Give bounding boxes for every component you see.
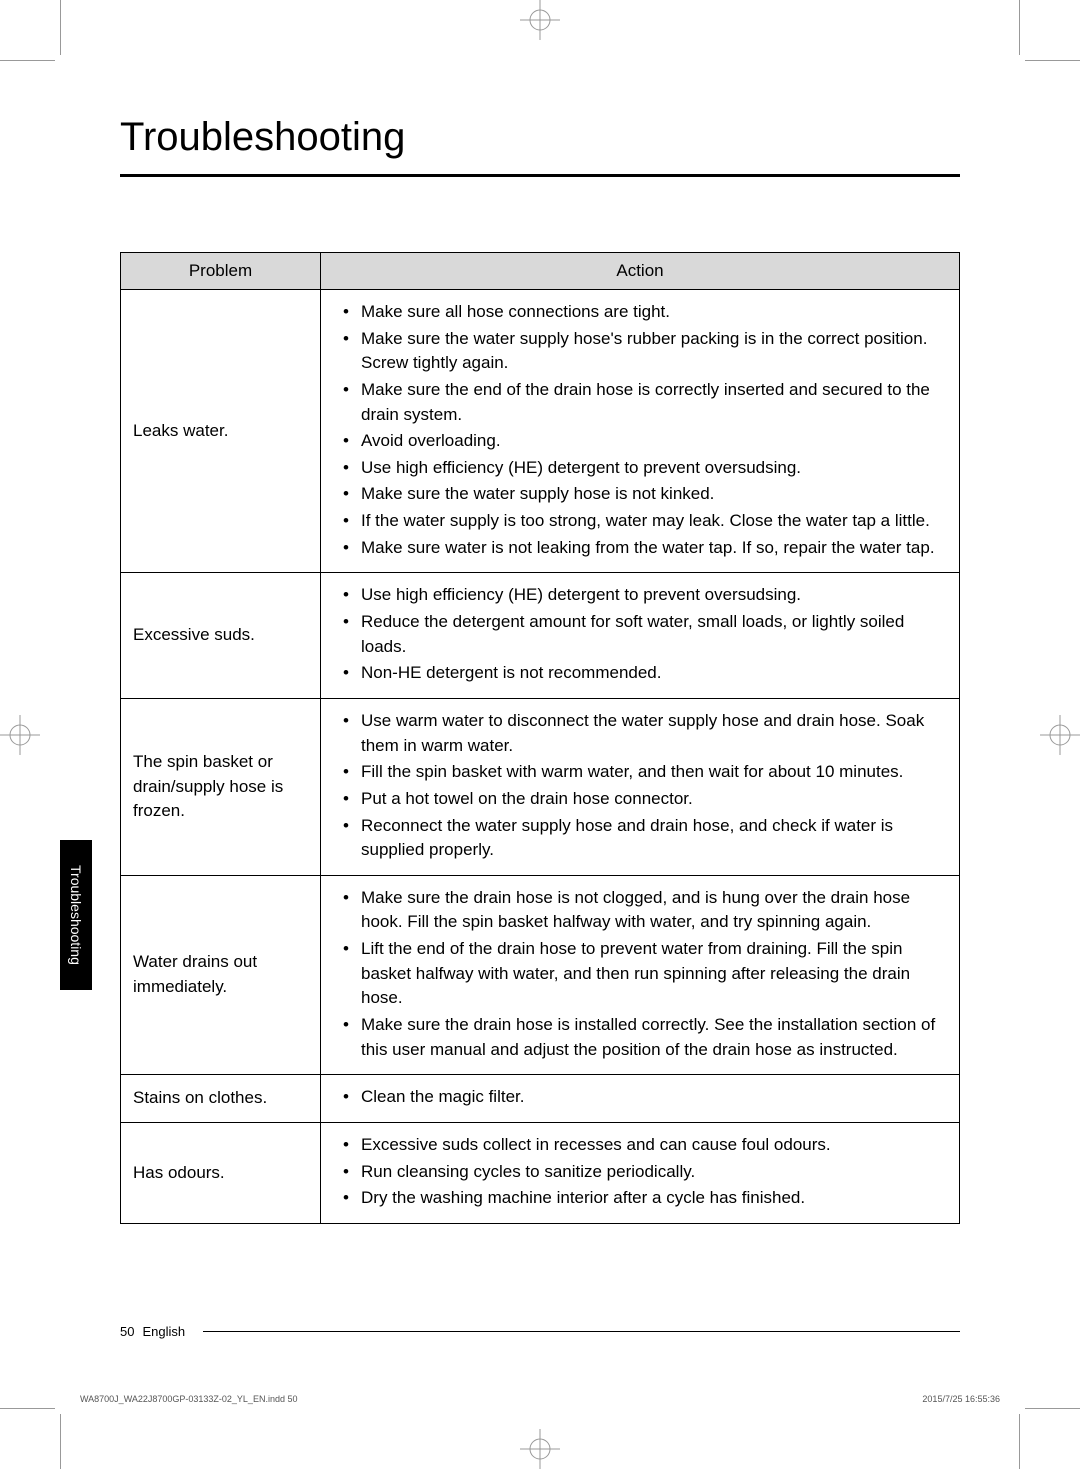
crop-mark xyxy=(1019,1414,1020,1469)
print-meta: WA8700J_WA22J8700GP-03133Z-02_YL_EN.indd… xyxy=(80,1394,1000,1404)
page-language: English xyxy=(142,1324,185,1339)
table-row: Has odours. Excessive suds collect in rec… xyxy=(121,1122,960,1223)
action-item: Use high efficiency (HE) detergent to pr… xyxy=(333,583,947,608)
action-item: Make sure the water supply hose is not k… xyxy=(333,482,947,507)
problem-cell: Has odours. xyxy=(121,1122,321,1223)
action-item: Make sure the drain hose is not clogged,… xyxy=(333,886,947,935)
action-list: Excessive suds collect in recesses and c… xyxy=(333,1133,947,1211)
registration-mark-icon xyxy=(0,715,40,755)
registration-mark-icon xyxy=(520,0,560,40)
action-item: Excessive suds collect in recesses and c… xyxy=(333,1133,947,1158)
registration-mark-icon xyxy=(520,1429,560,1469)
header-action: Action xyxy=(321,253,960,290)
action-cell: Use high efficiency (HE) detergent to pr… xyxy=(321,573,960,699)
action-item: Avoid overloading. xyxy=(333,429,947,454)
table-row: The spin basket or drain/supply hose is … xyxy=(121,698,960,875)
action-cell: Excessive suds collect in recesses and c… xyxy=(321,1122,960,1223)
action-list: Make sure the drain hose is not clogged,… xyxy=(333,886,947,1062)
registration-mark-icon xyxy=(1040,715,1080,755)
action-item: Reduce the detergent amount for soft wat… xyxy=(333,610,947,659)
action-item: Make sure water is not leaking from the … xyxy=(333,536,947,561)
crop-mark xyxy=(1019,0,1020,55)
problem-cell: The spin basket or drain/supply hose is … xyxy=(121,698,321,875)
action-list: Use warm water to disconnect the water s… xyxy=(333,709,947,863)
action-cell: Make sure all hose connections are tight… xyxy=(321,290,960,573)
action-item: Reconnect the water supply hose and drai… xyxy=(333,814,947,863)
meta-filename: WA8700J_WA22J8700GP-03133Z-02_YL_EN.indd… xyxy=(80,1394,297,1404)
problem-cell: Leaks water. xyxy=(121,290,321,573)
action-item: Dry the washing machine interior after a… xyxy=(333,1186,947,1211)
action-item: Make sure all hose connections are tight… xyxy=(333,300,947,325)
header-problem: Problem xyxy=(121,253,321,290)
action-cell: Use warm water to disconnect the water s… xyxy=(321,698,960,875)
action-item: Lift the end of the drain hose to preven… xyxy=(333,937,947,1011)
action-list: Make sure all hose connections are tight… xyxy=(333,300,947,560)
page-number: 50 xyxy=(120,1324,134,1339)
crop-mark xyxy=(1025,1408,1080,1409)
action-list: Use high efficiency (HE) detergent to pr… xyxy=(333,583,947,686)
section-tab: Troubleshooting xyxy=(60,840,92,990)
crop-mark xyxy=(60,0,61,55)
action-cell: Make sure the drain hose is not clogged,… xyxy=(321,875,960,1074)
table-row: Excessive suds. Use high efficiency (HE) … xyxy=(121,573,960,699)
table-row: Leaks water. Make sure all hose connectio… xyxy=(121,290,960,573)
action-item: Use warm water to disconnect the water s… xyxy=(333,709,947,758)
action-list: Clean the magic filter. xyxy=(333,1085,947,1110)
crop-mark xyxy=(0,1408,55,1409)
action-item: Fill the spin basket with warm water, an… xyxy=(333,760,947,785)
footer-rule xyxy=(203,1331,960,1332)
page-footer: 50 English xyxy=(120,1324,960,1339)
action-item: Put a hot towel on the drain hose connec… xyxy=(333,787,947,812)
action-cell: Clean the magic filter. xyxy=(321,1075,960,1123)
meta-timestamp: 2015/7/25 16:55:36 xyxy=(922,1394,1000,1404)
action-item: Make sure the drain hose is installed co… xyxy=(333,1013,947,1062)
table-row: Water drains out immediately.Make sure t… xyxy=(121,875,960,1074)
table-row: Stains on clothes. Clean the magic filter… xyxy=(121,1075,960,1123)
action-item: Use high efficiency (HE) detergent to pr… xyxy=(333,456,947,481)
action-item: Non-HE detergent is not recommended. xyxy=(333,661,947,686)
action-item: Make sure the end of the drain hose is c… xyxy=(333,378,947,427)
action-item: Clean the magic filter. xyxy=(333,1085,947,1110)
problem-cell: Stains on clothes. xyxy=(121,1075,321,1123)
troubleshooting-table: Problem Action Leaks water. Make sure all… xyxy=(120,252,960,1224)
crop-mark xyxy=(0,60,55,61)
crop-mark xyxy=(1025,60,1080,61)
problem-cell: Excessive suds. xyxy=(121,573,321,699)
action-item: Make sure the water supply hose's rubber… xyxy=(333,327,947,376)
problem-cell: Water drains out immediately. xyxy=(121,875,321,1074)
crop-mark xyxy=(60,1414,61,1469)
page-title: Troubleshooting xyxy=(120,115,960,177)
action-item: Run cleansing cycles to sanitize periodi… xyxy=(333,1160,947,1185)
action-item: If the water supply is too strong, water… xyxy=(333,509,947,534)
